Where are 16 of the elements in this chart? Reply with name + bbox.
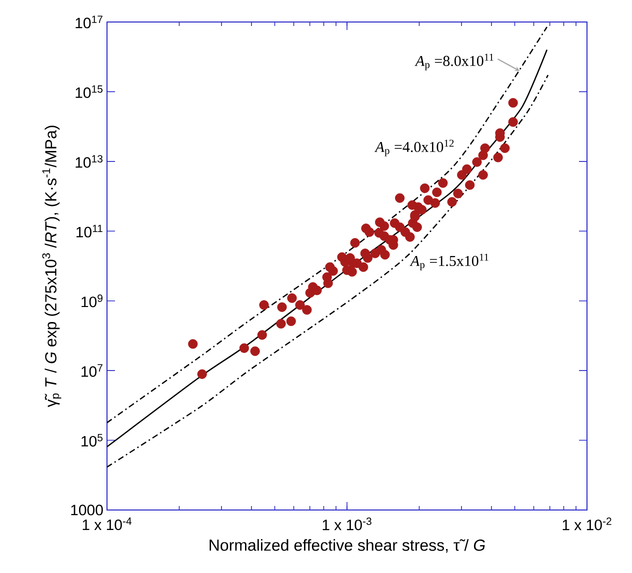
y-tick-label: 10$^{17}$ bbox=[76, 16, 102, 28]
y-tick-label: 10$^{13}$ bbox=[76, 155, 102, 168]
annotation: A$_{p}$ =4.0x10$^{12}$ bbox=[374, 140, 454, 156]
x-tick-label: 1 x 10$^{-2}$ bbox=[562, 518, 612, 530]
text: γ̃̇$_{p}$ T / G exp (275x10$^{3}$ /RT), (K·s$^{-1}$/MPa) bbox=[42, 126, 62, 408]
annotation: A$_{p}$ =1.5x10$^{11}$ bbox=[410, 254, 488, 270]
y-tick-label: 10$^{15}$ bbox=[76, 85, 103, 98]
y-tick-label: 1000 bbox=[71, 504, 103, 516]
x-tick-label: 1 x 10$^{-4}$ bbox=[82, 518, 132, 530]
annotation: A$_{p}$ =8.0x10$^{11}$ bbox=[414, 54, 494, 70]
y-tick-label: 10$^{5}$ bbox=[82, 434, 103, 447]
x-axis-title: Normalized effective shear stress, τ̃ / G bbox=[210, 539, 485, 553]
y-tick-label: 10$^{11}$ bbox=[76, 224, 102, 238]
x-tick-label: 1 x 10$^{-3}$ bbox=[322, 518, 372, 530]
y-tick-label: 10$^{9}$ bbox=[82, 294, 102, 308]
y-tick-label: 10$^{7}$ bbox=[82, 364, 102, 377]
